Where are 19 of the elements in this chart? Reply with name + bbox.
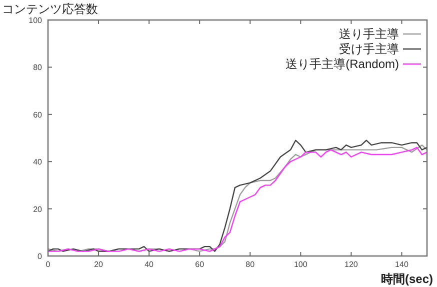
y-tick-label: 100 <box>28 16 43 25</box>
x-tick-label: 0 <box>46 260 51 269</box>
legend-label: 受け手主導 <box>339 42 399 56</box>
x-axis-title: 時間(sec) <box>380 272 433 286</box>
y-tick-label: 40 <box>33 158 43 167</box>
chart-title: コンテンツ応答数 <box>2 2 98 16</box>
x-tick-label: 80 <box>246 260 256 269</box>
y-tick-label: 0 <box>38 252 43 261</box>
x-tick-label: 40 <box>144 260 154 269</box>
x-tick-label: 100 <box>294 260 308 269</box>
y-tick-label: 60 <box>33 110 43 120</box>
x-tick-label: 120 <box>344 260 358 269</box>
legend-label: 送り手主導 <box>339 27 399 41</box>
x-tick-label: 140 <box>395 260 409 269</box>
x-tick-label: 60 <box>195 260 205 269</box>
legend-label: 送り手主導(Random) <box>286 57 399 71</box>
y-tick-label: 20 <box>33 204 43 214</box>
y-tick-label: 80 <box>33 63 43 72</box>
x-tick-label: 20 <box>94 260 104 269</box>
